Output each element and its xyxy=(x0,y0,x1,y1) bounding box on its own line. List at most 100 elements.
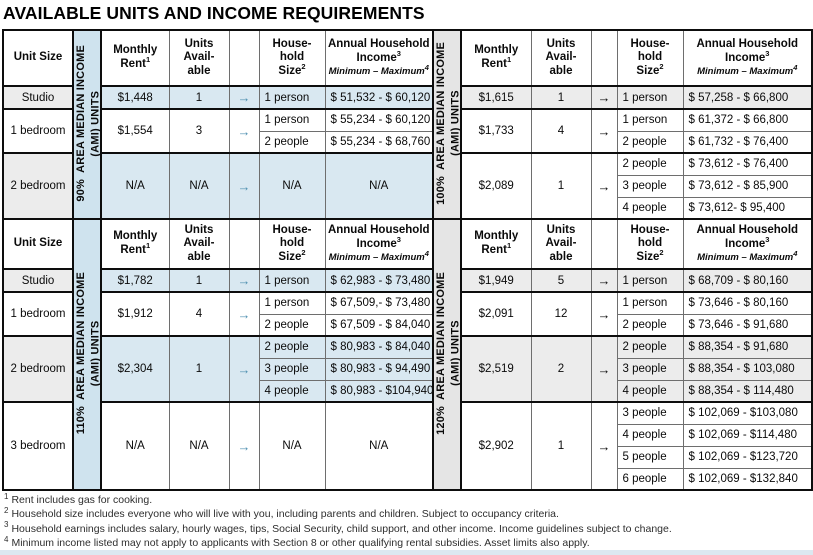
household-size-cell: N/A xyxy=(258,401,326,491)
col-header-household-size: House-hold Size2 xyxy=(258,29,326,87)
income-range-cell: $ 67,509 - $ 84,040 xyxy=(324,313,434,337)
units-available-cell: 4 xyxy=(530,108,592,154)
household-size-cell: 6 people xyxy=(616,467,684,491)
monthly-rent-cell: $1,912 xyxy=(100,291,170,337)
footnote-3: 3 Household earnings includes salary, hou… xyxy=(4,520,672,535)
ami-band-90-label: 90% AREA MEDIAN INCOME (AMI) UNITS xyxy=(75,44,101,202)
ami-band-120-label: 120% AREA MEDIAN INCOME (AMI) UNITS xyxy=(435,271,461,435)
ami-band-100-label: 100% AREA MEDIAN INCOME (AMI) UNITS xyxy=(435,41,461,205)
household-size-cell: 2 people xyxy=(616,152,684,176)
right-arrow-icon: → xyxy=(237,178,251,194)
household-size-cell: 4 people xyxy=(616,196,684,220)
arrow-cell: → xyxy=(590,291,618,337)
household-size-cell: 3 people xyxy=(616,174,684,198)
units-available-cell: 1 xyxy=(168,268,230,293)
monthly-rent-cell: $1,554 xyxy=(100,108,170,154)
income-range-cell: $ 102,069 - $114,480 xyxy=(682,423,813,447)
income-range-cell: $ 102,069 - $103,080 xyxy=(682,401,813,425)
income-range-cell: $ 73,612 - $ 76,400 xyxy=(682,152,813,176)
income-range-cell: $ 55,234 - $ 68,760 xyxy=(324,130,434,154)
household-size-cell: 3 people xyxy=(616,357,684,381)
units-available-cell: 12 xyxy=(530,291,592,337)
household-size-cell: 1 person xyxy=(258,291,326,315)
household-size-cell: 3 people xyxy=(258,357,326,381)
income-range-cell: $ 102,069 - $123,720 xyxy=(682,445,813,469)
right-arrow-icon: → xyxy=(597,178,611,194)
right-arrow-icon: → xyxy=(597,273,611,288)
income-range-cell: $ 51,532 - $ 60,120 xyxy=(324,85,434,110)
ami-band-90-percent: 90% AREA MEDIAN INCOME (AMI) UNITS xyxy=(72,29,102,220)
units-available-cell: 3 xyxy=(168,108,230,154)
col-header-units-available: Units Avail-able xyxy=(530,29,592,87)
arrow-cell: → xyxy=(228,85,260,110)
unit-size-cell: 1 bedroom xyxy=(2,108,74,154)
col-header-units-available: Units Avail-able xyxy=(168,29,230,87)
arrow-cell: → xyxy=(590,108,618,154)
arrow-cell: → xyxy=(228,291,260,337)
income-range-cell: $ 73,612- $ 95,400 xyxy=(682,196,813,220)
units-available-cell: 4 xyxy=(168,291,230,337)
units-available-cell: 1 xyxy=(530,85,592,110)
income-range-cell: $ 73,646 - $ 91,680 xyxy=(682,313,813,337)
right-arrow-icon: → xyxy=(237,273,251,288)
household-size-cell: 1 person xyxy=(616,291,684,315)
household-size-cell: 2 people xyxy=(616,313,684,337)
col-header-household-size: House-hold Size2 xyxy=(616,29,684,87)
units-available-cell: N/A xyxy=(168,401,230,491)
col-header-units-available: Units Avail-able xyxy=(168,218,230,270)
col-header-monthly-rent: Monthly Rent1 xyxy=(100,29,170,87)
footnotes: 1 Rent includes gas for cooking. 2 Househo… xyxy=(4,492,672,551)
income-range-cell: $ 102,069 - $132,840 xyxy=(682,467,813,491)
household-size-cell: 2 people xyxy=(616,335,684,359)
income-range-cell: $ 88,354 - $ 114,480 xyxy=(682,379,813,403)
monthly-rent-cell: $2,519 xyxy=(460,335,532,403)
income-range-cell: $ 57,258 - $ 66,800 xyxy=(682,85,813,110)
footnote-4: 4 Minimum income listed may not apply to … xyxy=(4,534,590,550)
right-arrow-icon: → xyxy=(237,123,251,139)
income-range-cell: $ 62,983 - $ 73,480 xyxy=(324,268,434,293)
income-range-cell: $ 80,983 - $104,940 xyxy=(324,379,434,403)
arrow-cell: → xyxy=(590,335,618,403)
household-size-cell: 2 people xyxy=(258,130,326,154)
col-header-monthly-rent: Monthly Rent1 xyxy=(460,29,532,87)
household-size-cell: 2 people xyxy=(258,313,326,337)
income-range-cell: $ 88,354 - $ 103,080 xyxy=(682,357,813,381)
ami-band-110-percent: 110% AREA MEDIAN INCOME (AMI) UNITS xyxy=(72,218,102,491)
household-size-cell: 5 people xyxy=(616,445,684,469)
income-range-cell: N/A xyxy=(324,401,434,491)
units-available-cell: 1 xyxy=(168,85,230,110)
right-arrow-icon: → xyxy=(237,438,251,454)
ami-band-110-label: 110% AREA MEDIAN INCOME (AMI) UNITS xyxy=(75,271,101,435)
household-size-cell: 4 people xyxy=(258,379,326,403)
household-size-cell: 1 person xyxy=(258,85,326,110)
col-header-arrow xyxy=(228,29,260,87)
unit-size-cell: Studio xyxy=(2,85,74,110)
right-arrow-icon: → xyxy=(597,361,611,377)
col-header-annual-income: Annual Household Income3 Minimum – Maximum… xyxy=(324,218,434,270)
household-size-cell: 2 people xyxy=(258,335,326,359)
income-range-cell: $ 55,234 - $ 60,120 xyxy=(324,108,434,132)
income-range-cell: $ 80,983 - $ 84,040 xyxy=(324,335,434,359)
monthly-rent-cell: $2,304 xyxy=(100,335,170,403)
arrow-cell: → xyxy=(228,268,260,293)
table-top-section: Unit Size 90% AREA MEDIAN INCOME (AMI) UN… xyxy=(2,29,813,220)
household-size-cell: 2 people xyxy=(616,130,684,154)
footnote-2: 2 Household size includes everyone who wi… xyxy=(4,505,559,521)
income-range-cell: $ 67,509,- $ 73,480 xyxy=(324,291,434,315)
arrow-cell: → xyxy=(228,108,260,154)
household-size-cell: 1 person xyxy=(616,85,684,110)
units-available-cell: N/A xyxy=(168,152,230,220)
household-size-cell: 1 person xyxy=(258,108,326,132)
right-arrow-icon: → xyxy=(597,438,611,454)
right-arrow-icon: → xyxy=(597,90,611,105)
col-header-household-size: House-hold Size2 xyxy=(258,218,326,270)
income-range-cell: $ 88,354 - $ 91,680 xyxy=(682,335,813,359)
units-available-cell: 1 xyxy=(168,335,230,403)
units-available-cell: 5 xyxy=(530,268,592,293)
arrow-cell: → xyxy=(590,401,618,491)
units-available-cell: 1 xyxy=(530,152,592,220)
household-size-cell: 4 people xyxy=(616,423,684,447)
monthly-rent-cell: $2,902 xyxy=(460,401,532,491)
col-header-arrow xyxy=(590,218,618,270)
